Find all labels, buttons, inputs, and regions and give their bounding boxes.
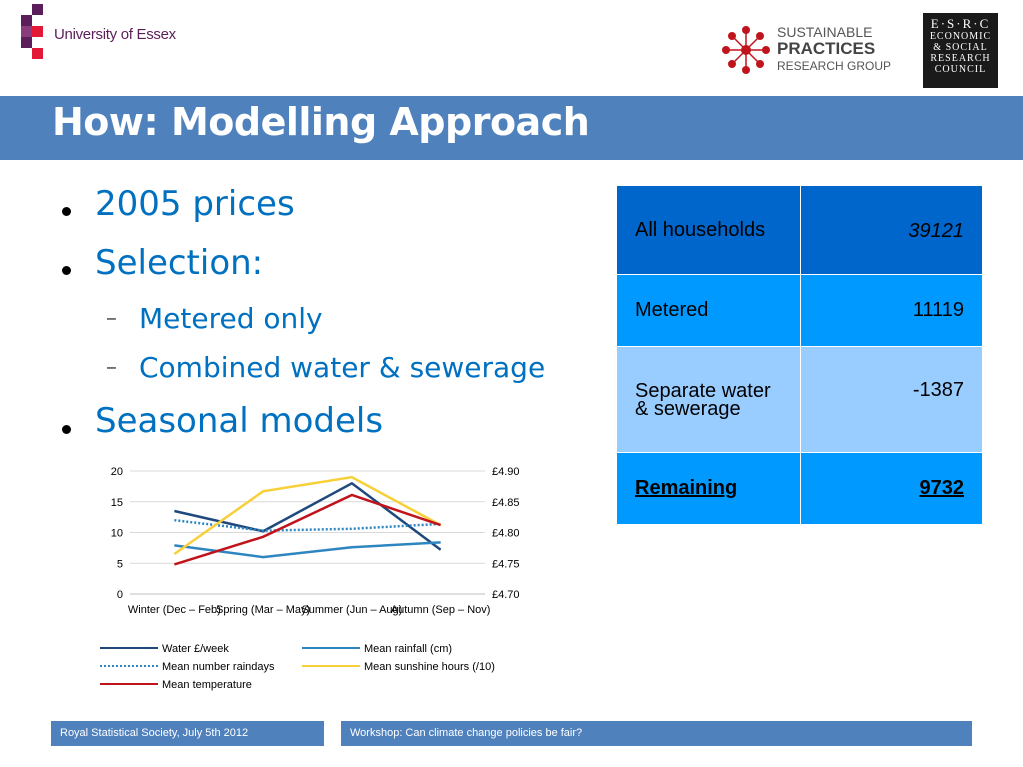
esrc-line-3: & SOCIAL (933, 42, 988, 53)
footer-right: Workshop: Can climate change policies be… (341, 721, 972, 746)
y-left-tick-label: 5 (117, 558, 123, 570)
bullet-dot (62, 207, 71, 216)
selection-table: All households 39121 Metered 11119 Separ… (616, 185, 983, 525)
spr-line-1: SUSTAINABLE (777, 24, 873, 40)
table-row: Metered 11119 (616, 274, 983, 347)
series-line (174, 541, 441, 559)
sustainable-practices-logo: SUSTAINABLE PRACTICES RESEARCH GROUP (720, 24, 900, 76)
university-name: University of Essex (54, 26, 176, 43)
table-row: Separate water & sewerage -1387 (616, 346, 983, 453)
spr-line-3: RESEARCH GROUP (777, 59, 892, 73)
y-left-tick-label: 10 (111, 528, 123, 540)
legend-label: Mean number raindays (162, 661, 275, 673)
y-right-tick-label: £4.85 (492, 497, 520, 509)
y-right-tick-label: £4.75 (492, 558, 520, 570)
university-of-essex-logo: University of Essex (0, 0, 200, 70)
table-row: All households 39121 (616, 185, 983, 275)
spr-line-2: PRACTICES (777, 39, 876, 58)
y-right-tick-label: £4.80 (492, 528, 520, 540)
x-tick-label: Winter (Dec – Feb) (128, 604, 221, 616)
legend-label: Mean rainfall (cm) (364, 643, 452, 655)
series-line (173, 475, 442, 556)
table-row: Remaining 9732 (616, 452, 983, 525)
esrc-line-1: E·S·R·C (930, 16, 991, 31)
slide-title: How: Modelling Approach (52, 100, 590, 144)
bullet-dot (62, 266, 71, 275)
series-line (174, 481, 442, 551)
footer-left: Royal Statistical Society, July 5th 2012 (51, 721, 324, 746)
subbullet-combined: Combined water & sewerage (139, 351, 546, 384)
y-right-tick-label: £4.90 (492, 466, 520, 478)
series-line (174, 493, 442, 566)
title-band (0, 96, 1023, 160)
row-label: Metered (616, 274, 801, 347)
legend-label: Mean sunshine hours (/10) (364, 661, 495, 673)
row-value: -1387 (800, 346, 983, 453)
dash-marker: – (107, 359, 116, 376)
subbullet-metered-only: Metered only (139, 302, 323, 335)
row-label: Separate water & sewerage (616, 346, 801, 453)
row-label: All households (616, 185, 801, 275)
esrc-logo: E·S·R·C ECONOMIC & SOCIAL RESEARCH COUNC… (923, 13, 998, 88)
row-label: Remaining (616, 452, 801, 525)
y-left-tick-label: 0 (117, 589, 123, 601)
dash-marker: – (107, 310, 116, 327)
x-tick-label: Autumn (Sep – Nov) (391, 604, 491, 616)
spr-network-icon (722, 26, 770, 74)
esrc-line-4: RESEARCH (930, 53, 991, 64)
y-left-tick-label: 20 (111, 466, 123, 478)
y-right-tick-label: £4.70 (492, 589, 520, 601)
bullet-seasonal-models: Seasonal models (95, 401, 384, 441)
bullet-selection: Selection: (95, 243, 264, 283)
legend-label: Water £/week (162, 643, 229, 655)
bullet-dot (62, 425, 71, 434)
row-value: 39121 (800, 185, 983, 275)
row-value: 9732 (800, 452, 983, 525)
bullet-2005-prices: 2005 prices (95, 184, 295, 224)
seasonal-line-chart: 0 £4.70 5 £4.75 10 £4.80 15 £4.85 20 £4.90 Winter … (100, 466, 520, 691)
row-value: 11119 (800, 274, 983, 347)
series-line (174, 518, 441, 532)
x-tick-label: Spring (Mar – May) (216, 604, 310, 616)
legend-label: Mean temperature (162, 679, 252, 691)
esrc-line-2: ECONOMIC (929, 31, 992, 42)
y-left-tick-label: 15 (111, 497, 123, 509)
esrc-line-5: COUNCIL (934, 64, 987, 75)
x-tick-label: Summer (Jun – Aug) (301, 604, 402, 616)
